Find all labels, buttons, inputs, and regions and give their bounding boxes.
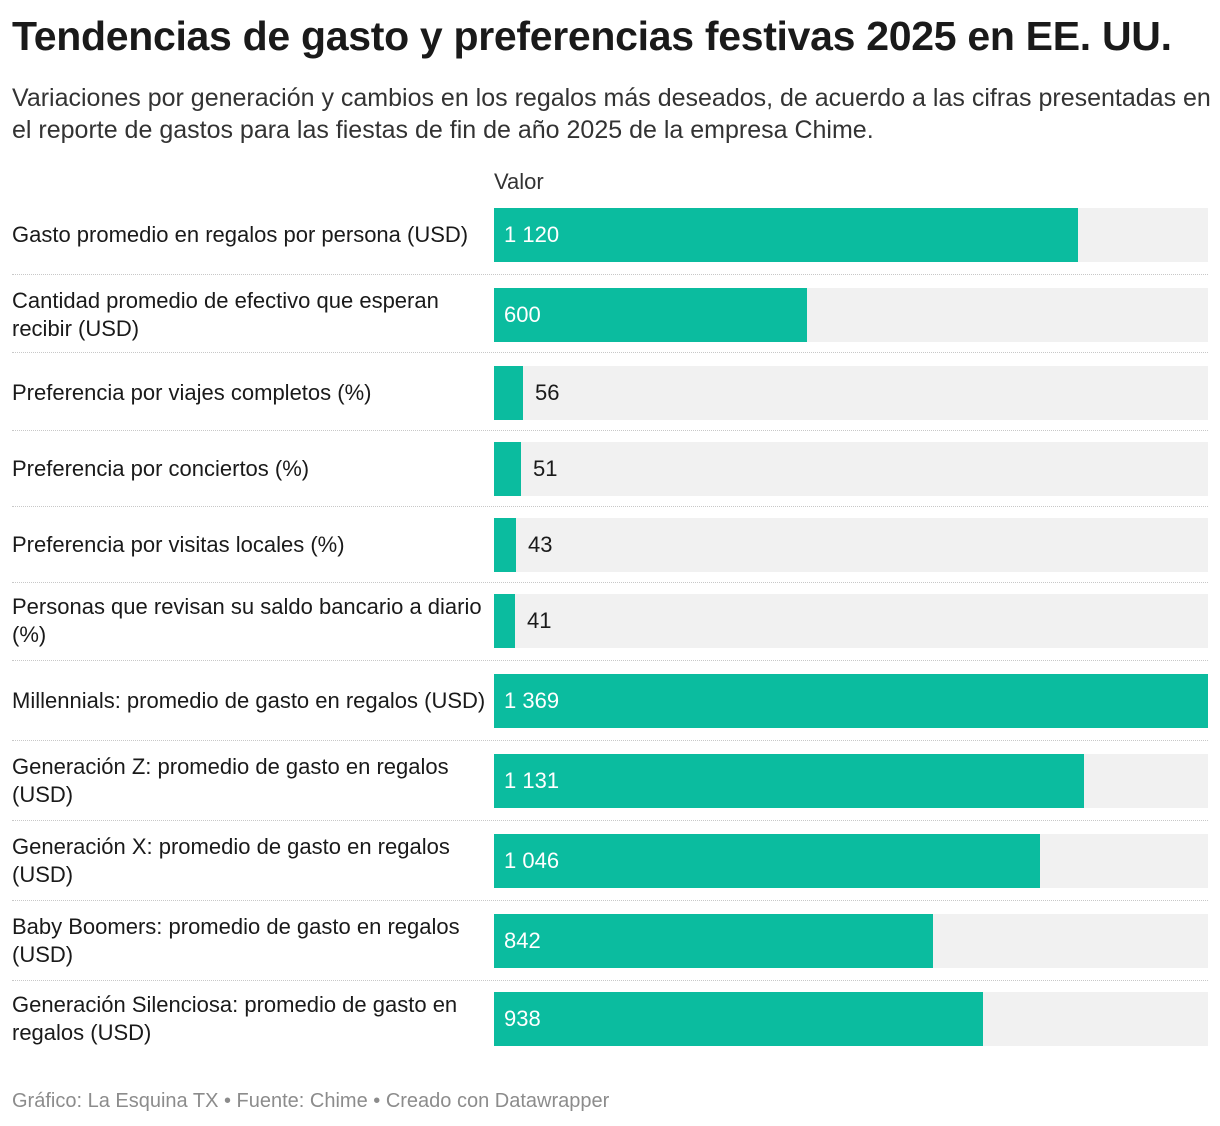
bar	[494, 288, 807, 342]
bar-value-label: 842	[504, 928, 541, 953]
row-divider	[12, 274, 1208, 275]
row-divider	[12, 582, 1208, 583]
row-divider	[12, 660, 1208, 661]
category-label: Generación Z: promedio de gasto en regal…	[12, 754, 449, 807]
bar-track: 1 046	[494, 834, 1208, 888]
bar	[494, 992, 983, 1046]
row-divider	[12, 740, 1208, 741]
category-label: Cantidad promedio de efectivo que espera…	[12, 288, 439, 341]
bar-track: 1 131	[494, 754, 1208, 808]
bar-value-label: 56	[535, 380, 560, 405]
footer-credit: Gráfico: La Esquina TX	[12, 1090, 219, 1112]
bar-value-label: 1 046	[504, 848, 560, 873]
bar	[494, 674, 1208, 728]
bar-value-label: 1 120	[504, 222, 560, 247]
category-label: Personas que revisan su saldo bancario a…	[12, 594, 482, 647]
category-label: Generación X: promedio de gasto en regal…	[12, 834, 450, 887]
bar-value-label: 600	[504, 302, 541, 327]
bar-value-label: 1 131	[504, 768, 560, 793]
bar-value-label: 51	[533, 456, 558, 481]
value-column-header: Valor	[494, 169, 544, 194]
footer-separator: •	[218, 1090, 237, 1112]
bar-track: 43	[494, 518, 1208, 572]
category-label: Preferencia por visitas locales (%)	[12, 532, 345, 557]
bar	[494, 208, 1078, 262]
row-divider	[12, 820, 1208, 821]
bar-track: 1 120	[494, 208, 1208, 262]
category-label: Baby Boomers: promedio de gasto en regal…	[12, 914, 460, 967]
chart-title: Tendencias de gasto y preferencias festi…	[12, 13, 1172, 59]
bar-track: 600	[494, 288, 1208, 342]
bar-track: 938	[494, 992, 1208, 1046]
bar	[494, 914, 933, 968]
chart-footer: Gráfico: La Esquina TX • Fuente: Chime •…	[12, 1088, 609, 1114]
row-divider	[12, 506, 1208, 507]
footer-source: Fuente: Chime	[236, 1090, 368, 1112]
footer-separator: •	[367, 1090, 386, 1112]
footer-tool: Creado con Datawrapper	[385, 1090, 610, 1112]
row-divider	[12, 430, 1208, 431]
category-label: Preferencia por conciertos (%)	[12, 456, 310, 481]
category-label: Millennials: promedio de gasto en regalo…	[12, 688, 486, 713]
bar	[494, 834, 1040, 888]
row-divider	[12, 352, 1208, 353]
row-divider	[12, 980, 1208, 981]
bar	[494, 442, 521, 496]
category-label: Preferencia por viajes completos (%)	[12, 380, 372, 405]
bar-track: 41	[494, 594, 1208, 648]
row-divider	[12, 900, 1208, 901]
chart-subtitle: Variaciones por generación y cambios en …	[12, 84, 1211, 144]
bar-value-label: 43	[528, 532, 553, 557]
bar	[494, 518, 516, 572]
bar-value-label: 1 369	[504, 688, 560, 713]
bar-track: 842	[494, 914, 1208, 968]
bar-value-label: 938	[504, 1006, 541, 1031]
category-label: Gasto promedio en regalos por persona (U…	[12, 222, 469, 247]
bar-track: 1 369	[494, 674, 1208, 728]
bar-track: 56	[494, 366, 1208, 420]
bar-value-label: 41	[527, 608, 552, 633]
bar-track: 51	[494, 442, 1208, 496]
bar	[494, 754, 1084, 808]
bar	[494, 366, 523, 420]
bar	[494, 594, 515, 648]
bar-chart: Gasto promedio en regalos por persona (U…	[12, 208, 1208, 1046]
category-label: Generación Silenciosa: promedio de gasto…	[12, 992, 458, 1045]
